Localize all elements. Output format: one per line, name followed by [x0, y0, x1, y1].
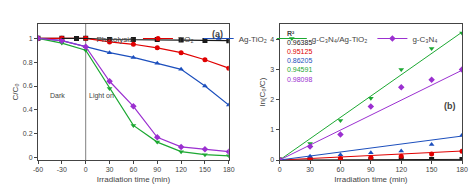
svg-text:Irradiation time (min): Irradiation time (min) — [334, 175, 408, 184]
svg-text:150: 150 — [199, 166, 211, 173]
svg-text:Dark: Dark — [50, 92, 65, 99]
svg-text:(a): (a) — [212, 29, 223, 39]
svg-text:C/C₀: C/C₀ — [11, 83, 20, 100]
svg-text:(b): (b) — [444, 101, 456, 111]
svg-text:0: 0 — [84, 166, 88, 173]
svg-text:180: 180 — [456, 166, 468, 173]
svg-text:3: 3 — [270, 66, 274, 73]
svg-text:Ag-TiO₂: Ag-TiO₂ — [239, 35, 267, 44]
svg-text:TiO₂: TiO₂ — [178, 35, 194, 44]
svg-text:150: 150 — [426, 166, 438, 173]
svg-text:Light on: Light on — [89, 92, 114, 100]
svg-text:0.6: 0.6 — [23, 82, 33, 89]
svg-text:2: 2 — [270, 96, 274, 103]
svg-text:0.4: 0.4 — [23, 106, 33, 113]
svg-text:0.2: 0.2 — [23, 130, 33, 137]
svg-text:180: 180 — [223, 166, 235, 173]
svg-text:30: 30 — [306, 166, 314, 173]
svg-text:-60: -60 — [33, 166, 43, 173]
svg-text:90: 90 — [367, 166, 375, 173]
svg-text:60: 60 — [130, 166, 138, 173]
svg-text:4: 4 — [270, 36, 274, 43]
svg-text:1: 1 — [29, 35, 33, 42]
svg-text:0: 0 — [29, 154, 33, 161]
svg-text:0: 0 — [278, 166, 282, 173]
svg-text:Photolysis: Photolysis — [97, 35, 133, 44]
svg-text:0.8: 0.8 — [23, 59, 33, 66]
svg-text:60: 60 — [337, 166, 345, 173]
svg-text:1: 1 — [270, 126, 274, 133]
svg-text:90: 90 — [153, 166, 161, 173]
svg-text:g-C₃N₄: g-C₃N₄ — [412, 35, 437, 44]
svg-text:-30: -30 — [57, 166, 67, 173]
svg-text:g-C₃N₄/Ag-TiO₂: g-C₃N₄/Ag-TiO₂ — [312, 35, 368, 44]
svg-text:120: 120 — [175, 166, 187, 173]
svg-text:0: 0 — [270, 156, 274, 163]
svg-text:Irradiation time (min): Irradiation time (min) — [97, 175, 171, 184]
svg-text:30: 30 — [106, 166, 114, 173]
svg-text:ln(C₀/C): ln(C₀/C) — [258, 77, 267, 106]
svg-text:120: 120 — [395, 166, 407, 173]
svg-text:R²0.963850.951250.862050.94591: R²0.963850.951250.862050.945910.98098 — [287, 30, 312, 83]
